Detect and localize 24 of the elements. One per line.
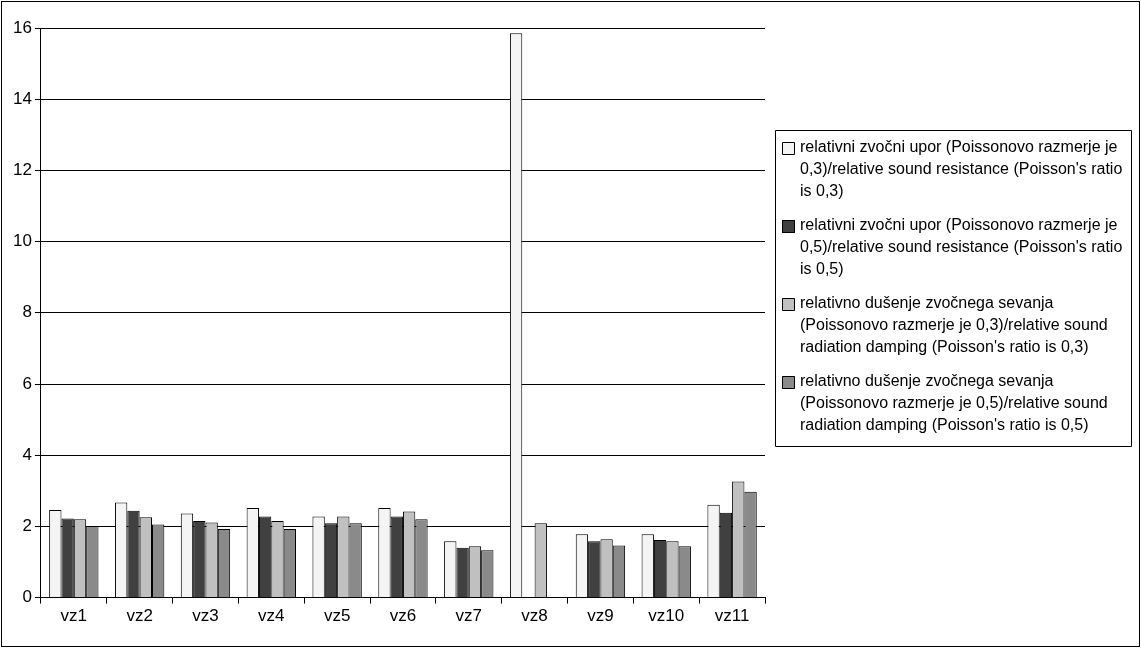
y-tick-label: 4 <box>22 444 32 464</box>
x-tick-label: vz4 <box>258 606 285 626</box>
y-tick-label: 12 <box>12 160 32 180</box>
x-tick-label: vz5 <box>323 606 351 626</box>
y-tick-label: 16 <box>12 17 32 37</box>
x-tick-label: vz3 <box>192 606 219 626</box>
y-tick-label: 8 <box>22 302 32 322</box>
x-tick-label: vz7 <box>455 606 483 626</box>
legend-label: relativni zvočni upor (Poissonovo razmerje je 0,5)/relative sound resistance (Poisson's ratio is 0,5) <box>800 216 1123 278</box>
x-tick-label: vz6 <box>389 606 417 626</box>
y-tick-label: 2 <box>22 516 32 536</box>
y-tick-label: 0 <box>22 587 32 607</box>
y-tick-label: 14 <box>12 88 32 108</box>
x-tick-label: vz9 <box>587 606 614 626</box>
x-tick-label: vz11 <box>714 606 750 626</box>
legend-label: relativni zvočni upor (Poissonovo razmerje je 0,3)/relative sound resistance (Poisson's ratio is 0,3) <box>800 138 1123 200</box>
y-tick-label: 6 <box>22 373 32 393</box>
y-tick-label: 10 <box>12 231 32 251</box>
x-tick-label: vz10 <box>648 606 685 626</box>
legend-label: relativno dušenje zvočnega sevanja (Poissonovo razmerje je 0,3)/relative sound radiation damping (Poisson's ratio is 0,3) <box>800 294 1108 356</box>
legend-label: relativno dušenje zvočnega sevanja (Poissonovo razmerje je 0,5)/relative sound radiation damping (Poisson's ratio is 0,5) <box>800 372 1108 434</box>
x-tick-label: vz2 <box>126 606 153 626</box>
x-tick-label: vz1 <box>60 606 88 626</box>
x-tick-label: vz8 <box>521 606 548 626</box>
